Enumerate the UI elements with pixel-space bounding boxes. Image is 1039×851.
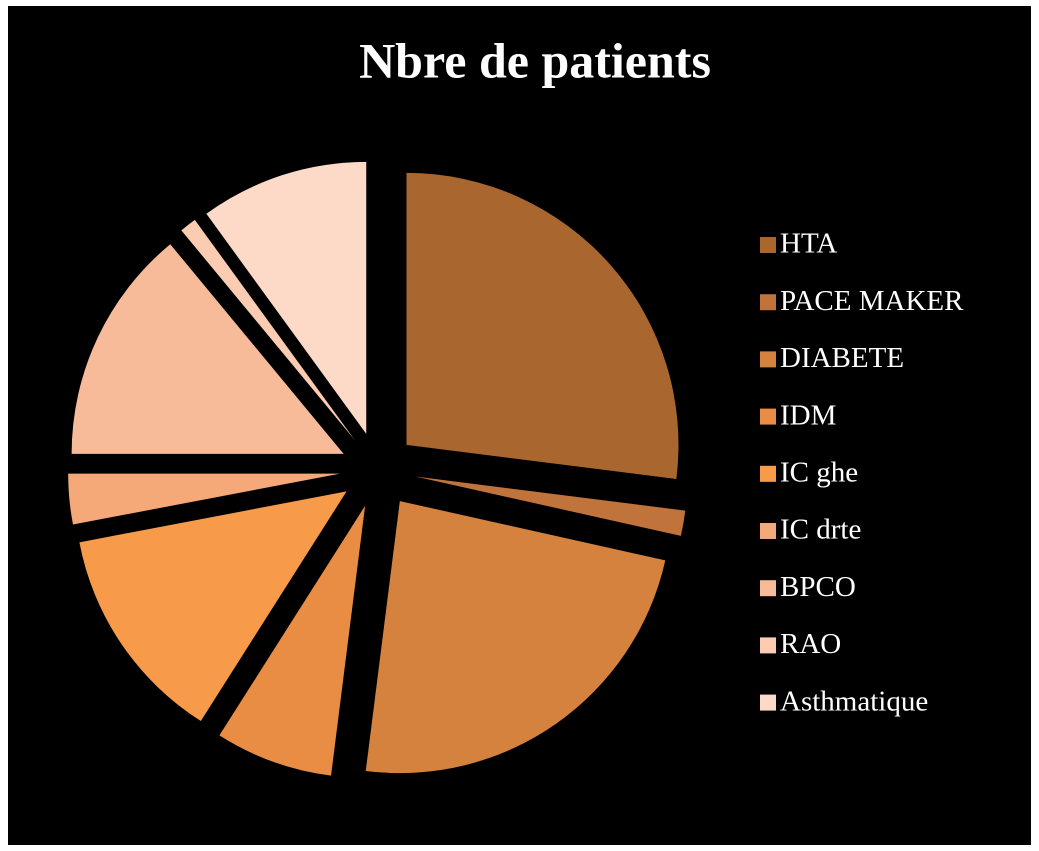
- chart-title: Nbre de patients: [359, 32, 711, 88]
- legend-label: IC ghe: [780, 456, 858, 488]
- legend-label: HTA: [780, 228, 837, 260]
- pie-slice: [68, 473, 341, 525]
- legend-swatch: [760, 580, 776, 597]
- legend-swatch: [760, 523, 776, 539]
- legend-swatch: [760, 694, 776, 711]
- pie-slice: [181, 219, 355, 440]
- pie-slice: [415, 476, 686, 536]
- pie-slice: [406, 172, 679, 479]
- legend-label: BPCO: [780, 571, 856, 603]
- legend-label: IC drte: [780, 514, 861, 546]
- legend-label: RAO: [780, 628, 841, 660]
- pie-slice: [79, 491, 347, 722]
- pie-slice: [365, 501, 666, 774]
- legend-swatch: [760, 351, 776, 368]
- legend-swatch: [760, 465, 776, 482]
- pie-slice: [71, 244, 344, 454]
- legend-swatch: [760, 408, 776, 425]
- legend-swatch: [760, 294, 776, 311]
- pie-slice: [219, 505, 366, 776]
- legend-label: Asthmatique: [780, 685, 928, 717]
- legend-label: PACE MAKER: [780, 285, 964, 317]
- pie-slice: [206, 161, 367, 434]
- legend-swatch: [760, 637, 776, 654]
- legend-label: IDM: [780, 399, 836, 431]
- legend-swatch: [760, 237, 776, 253]
- legend-label: DIABETE: [780, 342, 904, 374]
